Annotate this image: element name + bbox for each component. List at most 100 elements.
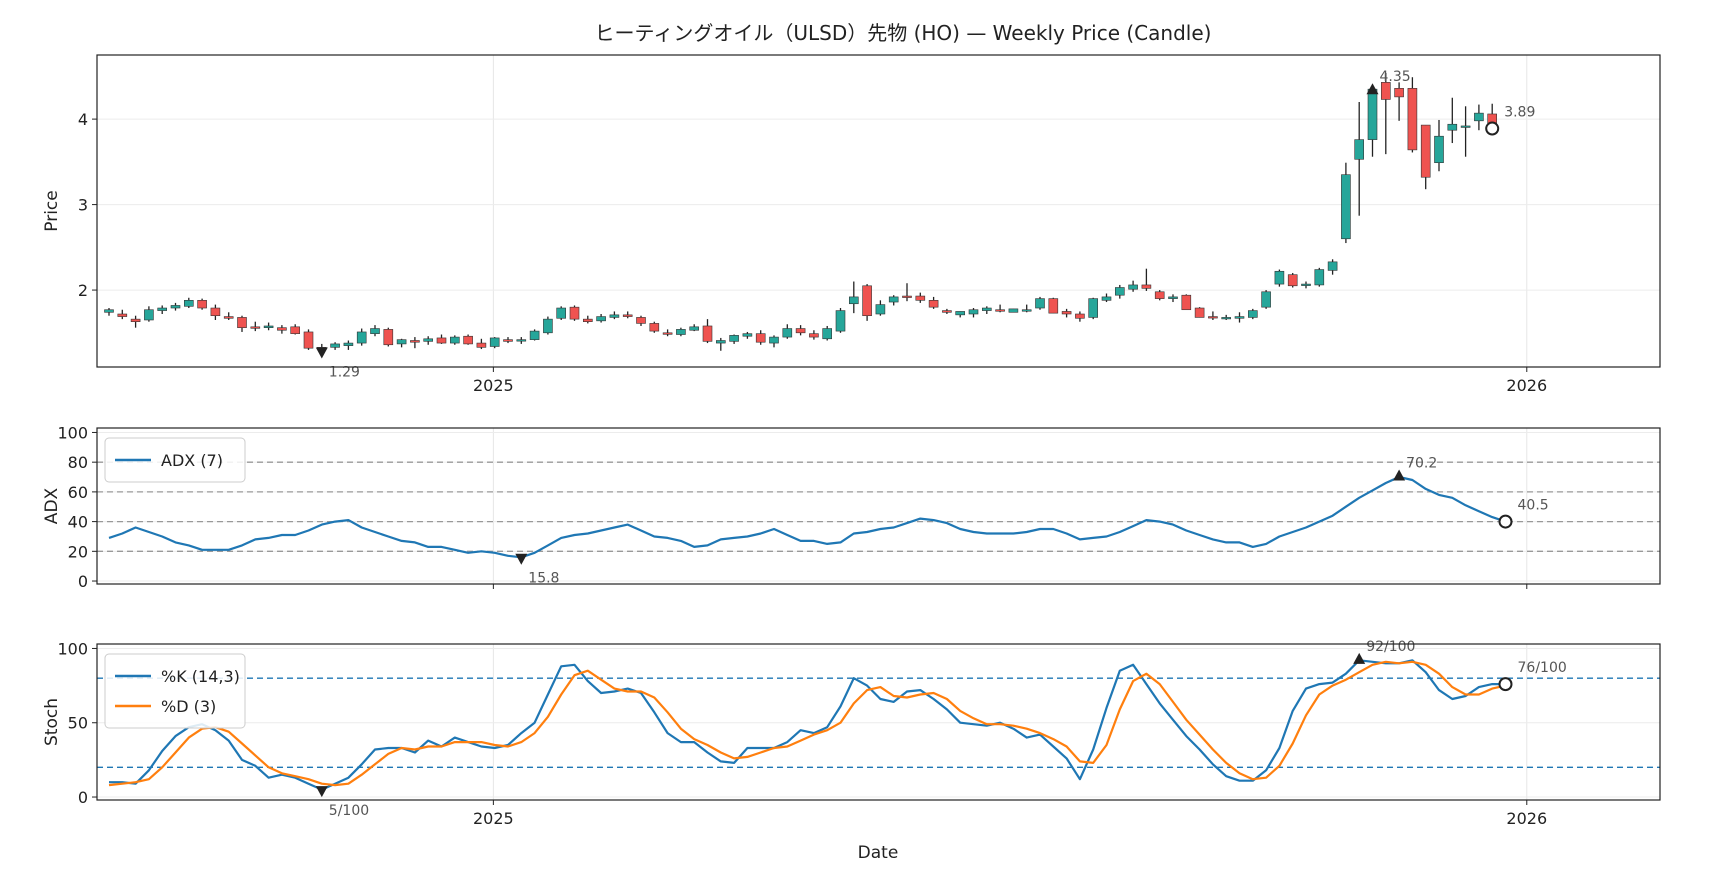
candle-up	[1115, 287, 1125, 296]
candle-up	[489, 337, 500, 347]
candle-down	[503, 339, 513, 342]
candle-down	[622, 314, 633, 317]
candle-down	[277, 327, 287, 331]
candle-up	[543, 318, 553, 334]
y-tick-label: 50	[68, 714, 88, 733]
candle-up	[1088, 298, 1098, 318]
low-annotation: 15.8	[528, 571, 559, 587]
candle-up	[157, 307, 167, 311]
candle-up	[609, 314, 620, 318]
candle-up	[263, 325, 274, 328]
legend-label: %K (14,3)	[161, 667, 240, 686]
candle-up	[1234, 316, 1245, 319]
candle-down	[569, 306, 580, 320]
candle-down	[1181, 294, 1192, 311]
x-axis-label: Date	[858, 843, 899, 863]
candle-down	[662, 332, 673, 335]
x-tick-label: 2025	[473, 376, 514, 395]
candle-up	[1128, 284, 1138, 290]
candle-down	[410, 340, 420, 343]
legend-box	[104, 437, 246, 483]
candle-up	[556, 307, 567, 319]
candle-up	[396, 339, 407, 345]
candle-down	[237, 317, 247, 328]
candle-up	[782, 328, 793, 338]
candle-up	[330, 343, 340, 348]
low-annotation: 5/100	[329, 803, 369, 819]
candle-up	[170, 305, 181, 309]
candle-down	[995, 309, 1005, 312]
candle-up	[822, 328, 833, 340]
candle-down	[1287, 274, 1298, 287]
y-tick-label: 2	[78, 281, 88, 300]
candle-down	[1208, 316, 1218, 319]
high-marker	[1353, 652, 1366, 664]
candle-down	[795, 328, 806, 334]
candle-up	[516, 339, 527, 342]
legend-label: ADX (7)	[161, 451, 223, 470]
candle-down	[1061, 311, 1072, 315]
y-tick-label: 60	[68, 483, 88, 502]
candle-up	[835, 310, 846, 332]
low-annotation: 1.29	[329, 364, 360, 380]
candle-down	[436, 337, 447, 344]
candle-down	[130, 318, 141, 322]
candle-up	[1035, 298, 1045, 309]
candle-down	[1407, 88, 1418, 151]
candle-up	[848, 296, 859, 305]
candle-up	[1274, 270, 1285, 285]
candle-up	[1101, 296, 1112, 301]
candle-up	[729, 335, 739, 342]
candle-down	[915, 295, 926, 301]
low-marker	[315, 347, 328, 359]
last-marker	[1498, 677, 1513, 692]
series-line-1	[109, 659, 1506, 791]
last-annotation: 76/100	[1518, 660, 1567, 676]
x-tick-label: 2026	[1506, 809, 1547, 828]
candle-up	[1460, 125, 1471, 128]
candle-up	[356, 331, 367, 344]
y-tick-label: 0	[78, 788, 88, 807]
series-line-2	[108, 660, 1506, 787]
stoch-panel: 2025 2026 0 50 100 Stoch 5/100 92/100 76/100 %K (…	[42, 639, 1661, 828]
candle-up	[343, 342, 354, 346]
candle-up	[1447, 123, 1458, 131]
last-marker	[1498, 514, 1513, 529]
candle-up	[1367, 88, 1378, 140]
y-tick-label: 80	[68, 453, 88, 472]
legend-label: %D (3)	[161, 697, 216, 716]
candle-up	[888, 296, 899, 303]
candle-up	[1261, 291, 1271, 308]
candle-down	[702, 325, 713, 342]
y-tick-label: 100	[57, 639, 88, 658]
high-marker	[1366, 83, 1379, 95]
candle-up	[1248, 310, 1258, 318]
plot-frame	[96, 427, 1661, 585]
candle-down	[303, 331, 314, 349]
candle-up	[1474, 112, 1484, 122]
y-axis-label: Price	[42, 190, 62, 231]
candle-up	[715, 340, 726, 344]
candle-up	[676, 329, 686, 335]
candle-up	[742, 333, 753, 337]
price-panel: 2025 2026 2 3 4 Price 1.29 4.35 3.89	[42, 54, 1661, 395]
high-annotation: 70.2	[1406, 456, 1437, 472]
candle-up	[875, 304, 886, 315]
candle-down	[1154, 291, 1165, 299]
candle-up	[596, 316, 606, 322]
plot-frame	[96, 643, 1661, 801]
candle-up	[1168, 296, 1178, 299]
candle-up	[1327, 261, 1338, 271]
plot-frame	[96, 54, 1661, 368]
candle-up	[184, 300, 194, 307]
y-axis-label: ADX	[42, 487, 62, 524]
candle-down	[928, 300, 939, 308]
candle-down	[1420, 124, 1431, 178]
candle-up	[1314, 269, 1325, 286]
candle-down	[250, 326, 261, 329]
y-tick-label: 20	[68, 542, 88, 561]
candle-up	[423, 338, 434, 342]
candle-up	[981, 307, 992, 311]
